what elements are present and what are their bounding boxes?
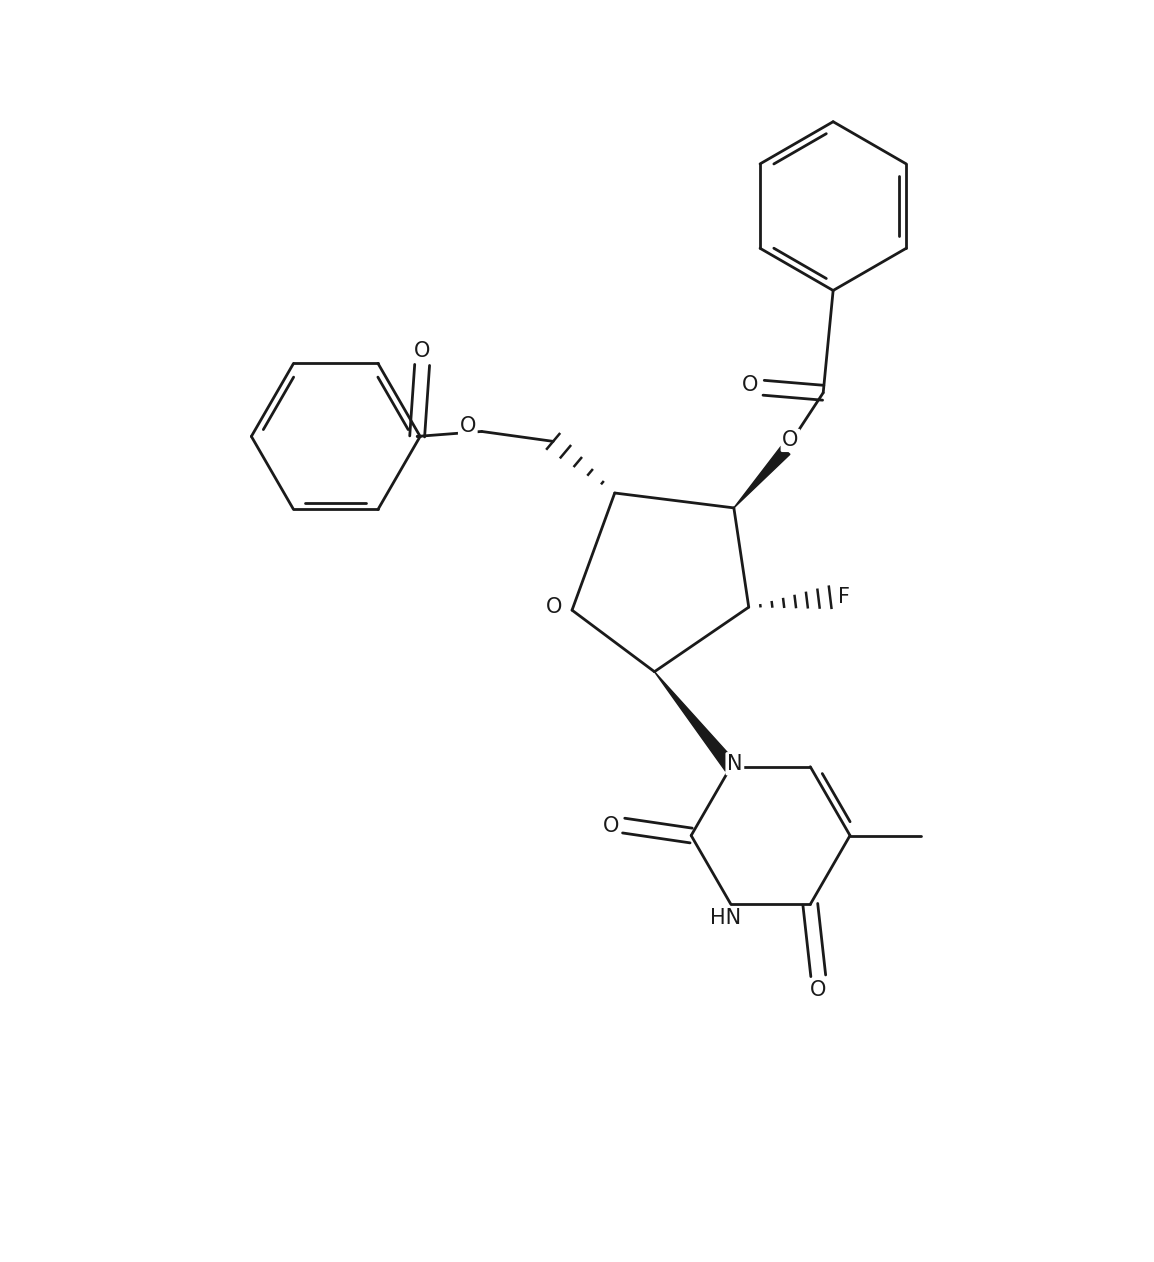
Text: O: O <box>602 815 619 835</box>
Text: HN: HN <box>711 909 742 928</box>
Text: O: O <box>782 430 799 451</box>
Text: F: F <box>838 587 850 607</box>
Text: O: O <box>742 375 758 395</box>
Text: N: N <box>727 753 743 774</box>
Text: O: O <box>546 597 562 617</box>
Polygon shape <box>654 671 736 771</box>
Polygon shape <box>734 447 790 507</box>
Text: O: O <box>414 341 430 361</box>
Text: O: O <box>810 979 826 1000</box>
Text: O: O <box>459 416 475 437</box>
